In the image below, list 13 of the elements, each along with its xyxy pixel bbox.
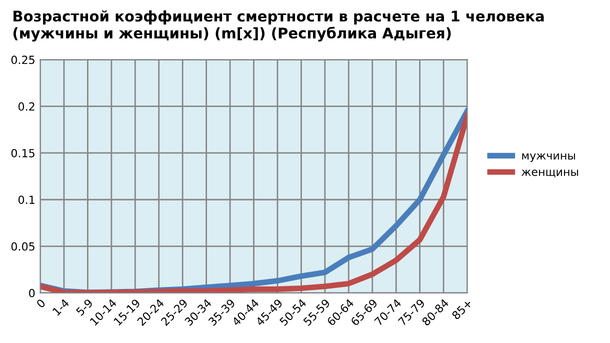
x-tick-label: 85+ [451,298,473,320]
x-tick-label: 0 [36,298,46,308]
y-tick-label: 0.05 [11,242,34,251]
y-tick-label: 0.1 [18,196,34,204]
x-tick-label: 1-4 [52,298,70,316]
legend-label: женщины [522,170,578,178]
legend-label: мужчины [522,153,575,162]
y-tick-label: 0 [29,288,35,298]
chart-title: Возрастной коэффициент смертности в расчете на 1 человека (мужчины и женщины) (m[x]) (Республика Адыгея) [13,10,544,42]
x-tick-label: 5-9 [76,298,94,316]
y-tick-label: 0.15 [11,148,34,158]
y-tick-label: 0.25 [11,56,34,64]
y-tick-label: 0.2 [18,102,34,111]
